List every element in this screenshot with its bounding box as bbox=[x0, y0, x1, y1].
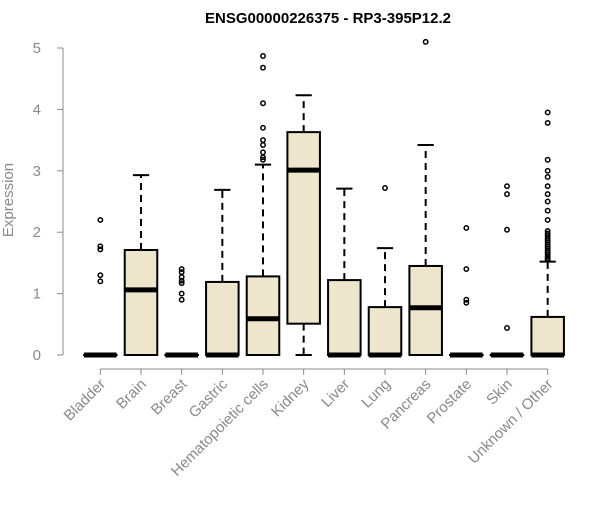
x-tick-label: Brain bbox=[113, 376, 150, 413]
outlier-point bbox=[545, 110, 549, 114]
outlier-point bbox=[261, 138, 265, 142]
box-unknown-other bbox=[531, 110, 564, 355]
y-tick-label: 3 bbox=[33, 163, 41, 180]
outlier-point bbox=[98, 247, 102, 251]
outlier-point bbox=[545, 209, 549, 213]
box-kidney bbox=[287, 95, 320, 355]
x-tick-label: Prostate bbox=[424, 376, 476, 428]
outlier-point bbox=[179, 270, 183, 274]
outlier-point bbox=[261, 126, 265, 130]
outlier-point bbox=[545, 192, 549, 196]
x-tick-label: Lung bbox=[358, 376, 394, 412]
outlier-point bbox=[383, 186, 387, 190]
outlier-point bbox=[545, 121, 549, 125]
x-tick-label: Bladder bbox=[61, 376, 110, 425]
outlier-point bbox=[545, 218, 549, 222]
box-bladder bbox=[84, 218, 117, 355]
box-body bbox=[409, 266, 442, 355]
outlier-point bbox=[423, 40, 427, 44]
x-tick-label: Skin bbox=[483, 376, 516, 409]
x-tick-label: Breast bbox=[148, 375, 191, 418]
box-lung bbox=[369, 186, 402, 355]
box-prostate bbox=[450, 226, 483, 355]
outlier-point bbox=[179, 291, 183, 295]
outlier-point bbox=[464, 226, 468, 230]
box-body bbox=[328, 280, 361, 355]
outlier-point bbox=[545, 199, 549, 203]
outlier-point bbox=[179, 298, 183, 302]
outlier-point bbox=[464, 301, 468, 305]
y-tick-label: 2 bbox=[33, 224, 41, 241]
outlier-point bbox=[545, 169, 549, 173]
outlier-point bbox=[98, 279, 102, 283]
box-group bbox=[84, 40, 564, 355]
outlier-point bbox=[98, 273, 102, 277]
outlier-point bbox=[545, 184, 549, 188]
outlier-point bbox=[545, 175, 549, 179]
outlier-point bbox=[261, 143, 265, 147]
x-tick-label: Liver bbox=[318, 376, 353, 411]
outlier-point bbox=[261, 65, 265, 69]
outlier-point bbox=[98, 218, 102, 222]
y-tick-label: 0 bbox=[33, 347, 41, 364]
outlier-point bbox=[261, 150, 265, 154]
outlier-point bbox=[464, 267, 468, 271]
outlier-point bbox=[261, 54, 265, 58]
outlier-point bbox=[505, 228, 509, 232]
outlier-point bbox=[545, 258, 549, 262]
box-hematopoietic-cells bbox=[247, 54, 280, 355]
box-skin bbox=[491, 184, 524, 355]
y-axis: 0 1 2 3 4 5 bbox=[33, 40, 63, 364]
box-body bbox=[247, 276, 280, 355]
box-body bbox=[531, 317, 564, 355]
box-brain bbox=[125, 175, 158, 355]
box-gastric bbox=[206, 190, 239, 355]
y-axis-label: Expression bbox=[0, 163, 17, 237]
outlier-point bbox=[505, 192, 509, 196]
outlier-point bbox=[261, 101, 265, 105]
outlier-point bbox=[545, 158, 549, 162]
y-tick-label: 1 bbox=[33, 286, 41, 303]
y-tick-label: 5 bbox=[33, 40, 41, 57]
box-body bbox=[287, 132, 320, 324]
box-body bbox=[125, 250, 158, 355]
outlier-point bbox=[505, 184, 509, 188]
y-tick-label: 4 bbox=[33, 101, 41, 118]
box-pancreas bbox=[409, 40, 442, 355]
box-liver bbox=[328, 189, 361, 355]
outlier-point bbox=[505, 326, 509, 330]
box-body bbox=[369, 307, 402, 355]
x-tick-label: Kidney bbox=[268, 375, 313, 420]
chart-title: ENSG00000226375 - RP3-395P12.2 bbox=[205, 10, 451, 27]
box-breast bbox=[165, 267, 198, 355]
box-body bbox=[206, 282, 239, 355]
